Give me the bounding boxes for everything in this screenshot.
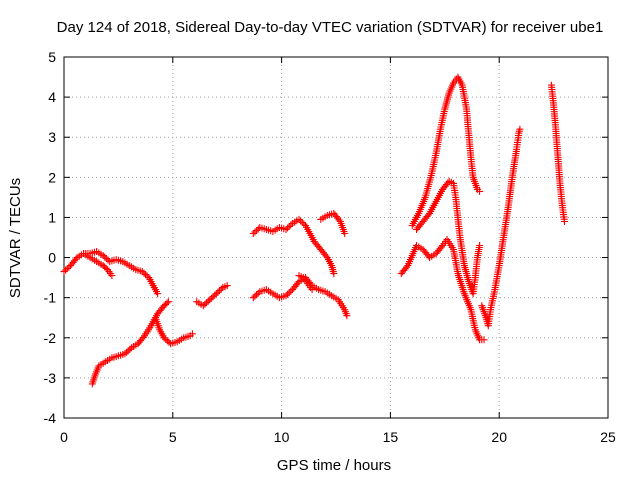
- grid-lines: [64, 57, 608, 418]
- series-marks: [397, 236, 488, 344]
- series-b1: [249, 215, 338, 278]
- series-c3: [413, 177, 484, 298]
- data-points: [60, 73, 568, 388]
- series-marks: [151, 314, 196, 348]
- series-marks: [408, 73, 484, 229]
- series-b2: [249, 274, 351, 320]
- y-tick-label: -1: [44, 290, 57, 306]
- y-axis-label: SDTVAR / TECUs: [7, 178, 24, 298]
- series-marks: [547, 81, 568, 225]
- y-tick-label: 5: [48, 49, 56, 65]
- x-tick-label: 0: [60, 429, 68, 445]
- series-b3: [295, 272, 316, 294]
- series-marks: [249, 215, 338, 278]
- series-marks: [88, 298, 172, 388]
- series-a3: [88, 298, 172, 388]
- y-tick-label: 3: [48, 129, 56, 145]
- series-c1: [397, 236, 488, 344]
- x-axis-label: GPS time / hours: [277, 457, 391, 474]
- plot-frame: [63, 56, 609, 419]
- series-marks: [193, 282, 231, 310]
- x-tick-label: 20: [491, 429, 507, 445]
- series-marks: [413, 177, 484, 298]
- y-axis: -4 -3 -2 -1 0 1 2 3 4 5: [44, 49, 608, 426]
- x-tick-label: 5: [169, 429, 177, 445]
- y-tick-label: -4: [44, 410, 57, 426]
- y-tick-label: -3: [44, 370, 57, 386]
- x-tick-label: 10: [274, 429, 290, 445]
- x-axis: 0 5 10 15 20 25: [60, 57, 616, 445]
- series-b4: [317, 209, 349, 237]
- series-c2: [408, 73, 484, 229]
- y-tick-label: 2: [48, 169, 56, 185]
- series-marks: [80, 248, 162, 298]
- chart-title: Day 124 of 2018, Sidereal Day-to-day VTE…: [57, 19, 604, 36]
- y-tick-label: 4: [48, 89, 56, 105]
- x-tick-label: 25: [600, 429, 616, 445]
- series-marks: [295, 272, 316, 294]
- y-tick-label: -2: [44, 330, 57, 346]
- series-a2: [80, 248, 162, 298]
- series-marks: [249, 274, 351, 320]
- series-c4: [478, 125, 524, 330]
- x-tick-label: 15: [383, 429, 399, 445]
- series-marks: [317, 209, 349, 237]
- series-a5: [193, 282, 231, 310]
- series-marks: [478, 125, 524, 330]
- y-tick-label: 0: [48, 250, 56, 266]
- y-tick-label: 1: [48, 209, 56, 225]
- series-a4: [151, 314, 196, 348]
- series-c5: [547, 81, 568, 225]
